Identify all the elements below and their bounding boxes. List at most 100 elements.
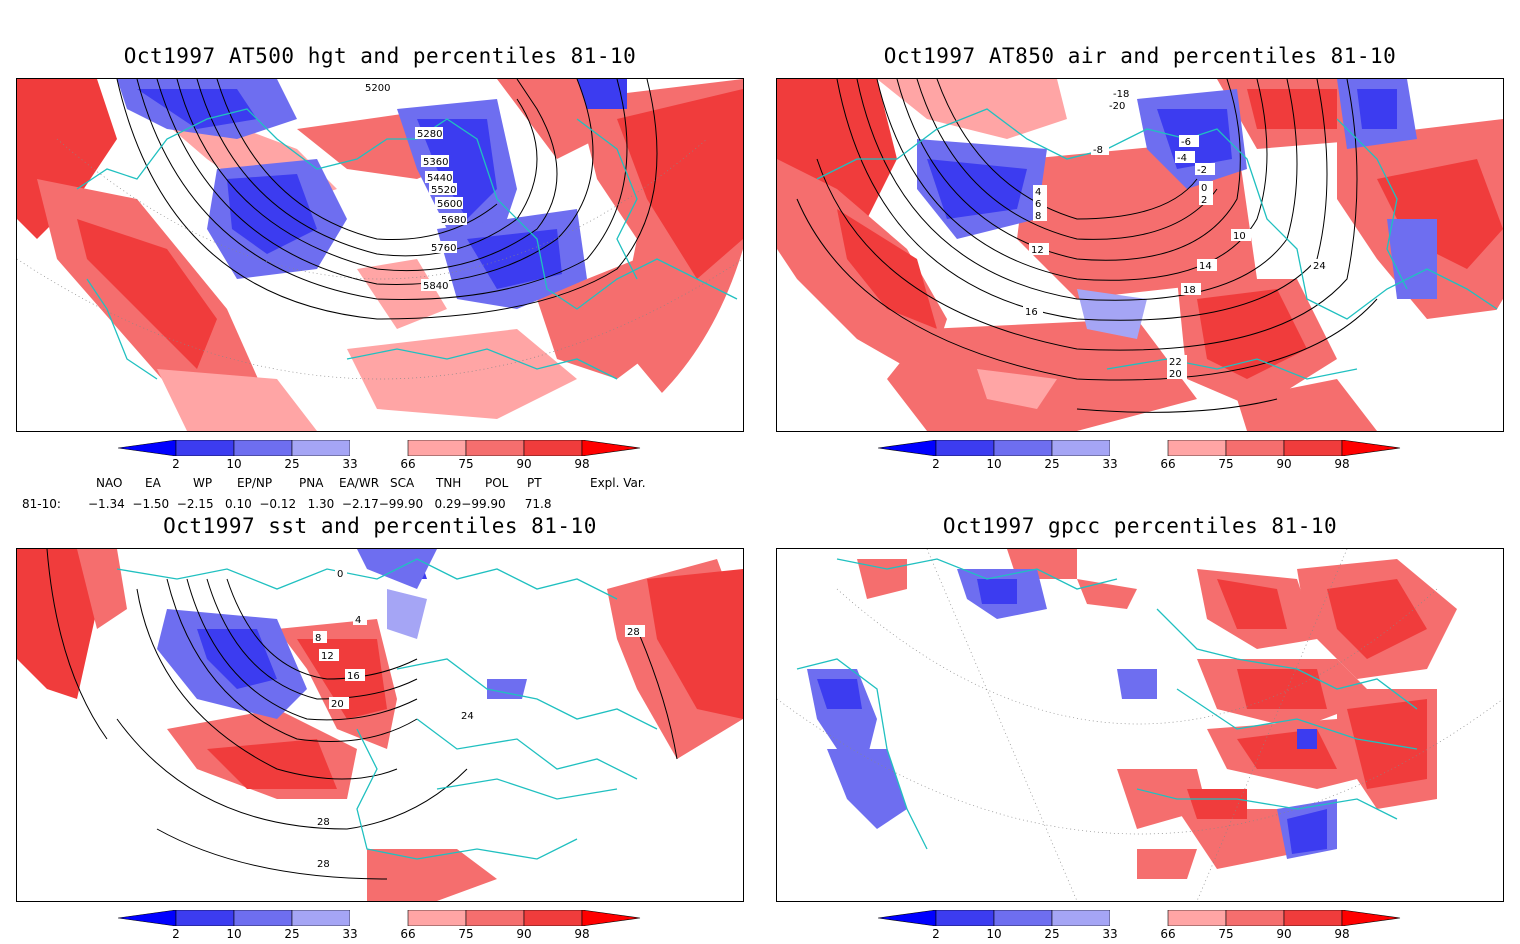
colorbar-segment bbox=[408, 440, 466, 456]
colorbar-arrow-right bbox=[582, 440, 640, 456]
colorbar-segment bbox=[176, 910, 234, 926]
contour-label: 28 bbox=[317, 859, 330, 870]
contour-label: 5360 bbox=[423, 157, 448, 168]
colorbar-segment bbox=[1110, 910, 1168, 926]
contour-label: 10 bbox=[1233, 231, 1246, 242]
indices-header: POL bbox=[485, 476, 508, 490]
indices-header: SCA bbox=[390, 476, 414, 490]
colorbar-arrow-right bbox=[1342, 440, 1400, 456]
colorbar-label: 33 bbox=[342, 927, 357, 941]
contour-label: 5840 bbox=[423, 281, 448, 292]
contour-label: 24 bbox=[1313, 261, 1326, 272]
indices-header: EA/WR bbox=[339, 476, 379, 490]
contour-label: 5600 bbox=[437, 199, 462, 210]
contour-label: 5200 bbox=[365, 83, 390, 94]
colorbar-segment bbox=[350, 440, 408, 456]
indices-header: PT bbox=[527, 476, 542, 490]
indices-header: NAO bbox=[96, 476, 122, 490]
colorbar-label: 25 bbox=[284, 457, 299, 471]
colorbar-segment bbox=[994, 910, 1052, 926]
colorbar-label: 75 bbox=[1218, 927, 1233, 941]
contour-label: 5760 bbox=[431, 243, 456, 254]
colorbar-label: 33 bbox=[342, 457, 357, 471]
contour-label: 28 bbox=[317, 817, 330, 828]
contour-label: 16 bbox=[347, 671, 360, 682]
colorbar-segment bbox=[936, 440, 994, 456]
contour-label: 5680 bbox=[441, 215, 466, 226]
contour-label: 14 bbox=[1199, 261, 1212, 272]
indices-header: TNH bbox=[436, 476, 461, 490]
contour-label: 0 bbox=[1201, 183, 1207, 194]
colorbar-label: 25 bbox=[284, 927, 299, 941]
colorbar-label: 2 bbox=[932, 927, 940, 941]
panel-title-air: Oct1997 AT850 air and percentiles 81-10 bbox=[776, 44, 1504, 68]
contour-label: 2 bbox=[1201, 195, 1207, 206]
colorbar-label: 98 bbox=[1334, 457, 1349, 471]
colorbar-label: 90 bbox=[1276, 927, 1291, 941]
contour-label: 5280 bbox=[417, 129, 442, 140]
colorbar-arrow-left bbox=[118, 440, 176, 456]
contour-label: 18 bbox=[1183, 285, 1196, 296]
contour-label: -4 bbox=[1177, 153, 1187, 164]
colorbar-segment bbox=[524, 910, 582, 926]
indices-header: WP bbox=[193, 476, 212, 490]
colorbar-label: 75 bbox=[1218, 457, 1233, 471]
colorbar-arrow-left bbox=[878, 910, 936, 926]
colorbar-label: 75 bbox=[458, 457, 473, 471]
colorbar-segment bbox=[524, 440, 582, 456]
colorbar-label: 25 bbox=[1044, 927, 1059, 941]
colorbar-label: 25 bbox=[1044, 457, 1059, 471]
contour-label: -2 bbox=[1197, 165, 1207, 176]
contour-label: 6 bbox=[1035, 199, 1041, 210]
contour-label: -20 bbox=[1109, 101, 1125, 112]
colorbar-label: 66 bbox=[1160, 457, 1175, 471]
contour-label: 8 bbox=[1035, 211, 1041, 222]
colorbar-label: 2 bbox=[172, 927, 180, 941]
colorbar-label: 2 bbox=[172, 457, 180, 471]
colorbar-segment bbox=[466, 440, 524, 456]
map-panel-sst: 0 4 8 12 16 20 24 28 28 28 bbox=[16, 548, 744, 902]
map-panel-gpcc bbox=[776, 548, 1504, 902]
colorbar-label: 10 bbox=[226, 457, 241, 471]
colorbar-label: 66 bbox=[400, 927, 415, 941]
colorbar: 2 10 25 33 66 75 90 98 bbox=[878, 910, 1403, 944]
colorbar-segment bbox=[1052, 910, 1110, 926]
colorbar-arrow-right bbox=[582, 910, 640, 926]
colorbar-segment bbox=[292, 910, 350, 926]
colorbar-segment bbox=[292, 440, 350, 456]
colorbar-label: 98 bbox=[574, 927, 589, 941]
colorbar-label: 10 bbox=[986, 927, 1001, 941]
colorbar-label: 90 bbox=[1276, 457, 1291, 471]
colorbar: 2 10 25 33 66 75 90 98 bbox=[118, 440, 643, 474]
colorbar-segment bbox=[1284, 440, 1342, 456]
contour-label: 12 bbox=[321, 651, 334, 662]
colorbar-segment bbox=[1168, 440, 1226, 456]
colorbar-label: 33 bbox=[1102, 927, 1117, 941]
colorbar-label: 90 bbox=[516, 457, 531, 471]
colorbar: 2 10 25 33 66 75 90 98 bbox=[118, 910, 643, 944]
colorbar-segment bbox=[234, 440, 292, 456]
contour-label: 24 bbox=[461, 711, 474, 722]
colorbar-segment bbox=[466, 910, 524, 926]
contour-label: 22 bbox=[1169, 357, 1182, 368]
contour-label: 8 bbox=[315, 633, 321, 644]
contour-label: 4 bbox=[355, 615, 361, 626]
colorbar-label: 90 bbox=[516, 927, 531, 941]
contour-label: 20 bbox=[331, 699, 344, 710]
contour-label: 5520 bbox=[431, 185, 456, 196]
colorbar-segment bbox=[408, 910, 466, 926]
contour-label: 20 bbox=[1169, 369, 1182, 380]
colorbar-label: 2 bbox=[932, 457, 940, 471]
colorbar-segment bbox=[1284, 910, 1342, 926]
contour-label: -6 bbox=[1181, 137, 1191, 148]
colorbar-label: 10 bbox=[226, 927, 241, 941]
colorbar-label: 33 bbox=[1102, 457, 1117, 471]
contour-label: 0 bbox=[337, 569, 343, 580]
colorbar-segment bbox=[350, 910, 408, 926]
map-panel-air: -18 -20 -8 -6 -4 -2 0 2 4 6 8 10 12 14 1… bbox=[776, 78, 1504, 432]
indices-header: EA bbox=[145, 476, 161, 490]
colorbar-label: 98 bbox=[574, 457, 589, 471]
colorbar-segment bbox=[1226, 910, 1284, 926]
colorbar-label: 98 bbox=[1334, 927, 1349, 941]
colorbar-segment bbox=[1110, 440, 1168, 456]
